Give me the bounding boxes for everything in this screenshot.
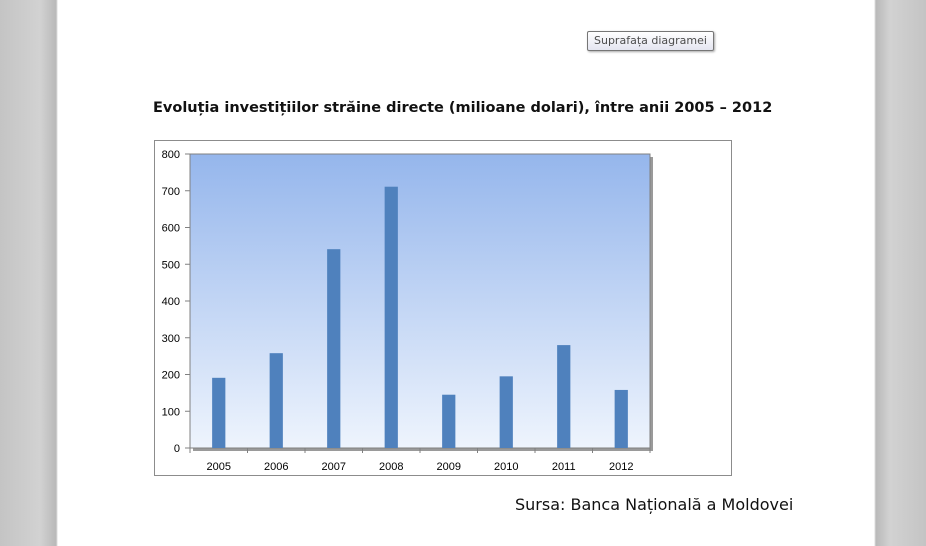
bar-2007 [327, 249, 341, 448]
x-tick-label: 2009 [437, 461, 461, 473]
bar-2010 [499, 376, 513, 448]
bar-2012 [614, 389, 628, 448]
y-tick-label: 600 [162, 223, 180, 235]
x-tick-label: 2010 [494, 461, 518, 473]
y-tick-label: 0 [174, 443, 180, 455]
bar-2008 [384, 186, 398, 448]
x-tick-label: 2008 [379, 461, 403, 473]
x-tick-label: 2007 [322, 461, 346, 473]
y-tick-label: 800 [162, 149, 180, 161]
chart-area-tooltip: Suprafața diagramei [587, 31, 714, 51]
y-tick-label: 100 [162, 406, 180, 418]
x-tick-label: 2011 [552, 461, 576, 473]
y-tick-label: 200 [162, 370, 180, 382]
x-tick-label: 2006 [264, 461, 288, 473]
bar-2006 [269, 353, 283, 448]
y-tick-label: 700 [162, 186, 180, 198]
x-tick-label: 2012 [609, 461, 633, 473]
bar-2011 [557, 345, 571, 448]
y-tick-label: 400 [162, 296, 180, 308]
bar-2009 [442, 394, 456, 448]
plot-area [189, 153, 651, 449]
y-tick-label: 300 [162, 333, 180, 345]
bar-2005 [212, 377, 226, 448]
y-tick-label: 500 [162, 259, 180, 271]
source-note: Sursa: Banca Națională a Moldovei [515, 495, 794, 514]
chart-title: Evoluția investițiilor străine directe (… [153, 100, 773, 116]
x-tick-label: 2005 [207, 461, 231, 473]
